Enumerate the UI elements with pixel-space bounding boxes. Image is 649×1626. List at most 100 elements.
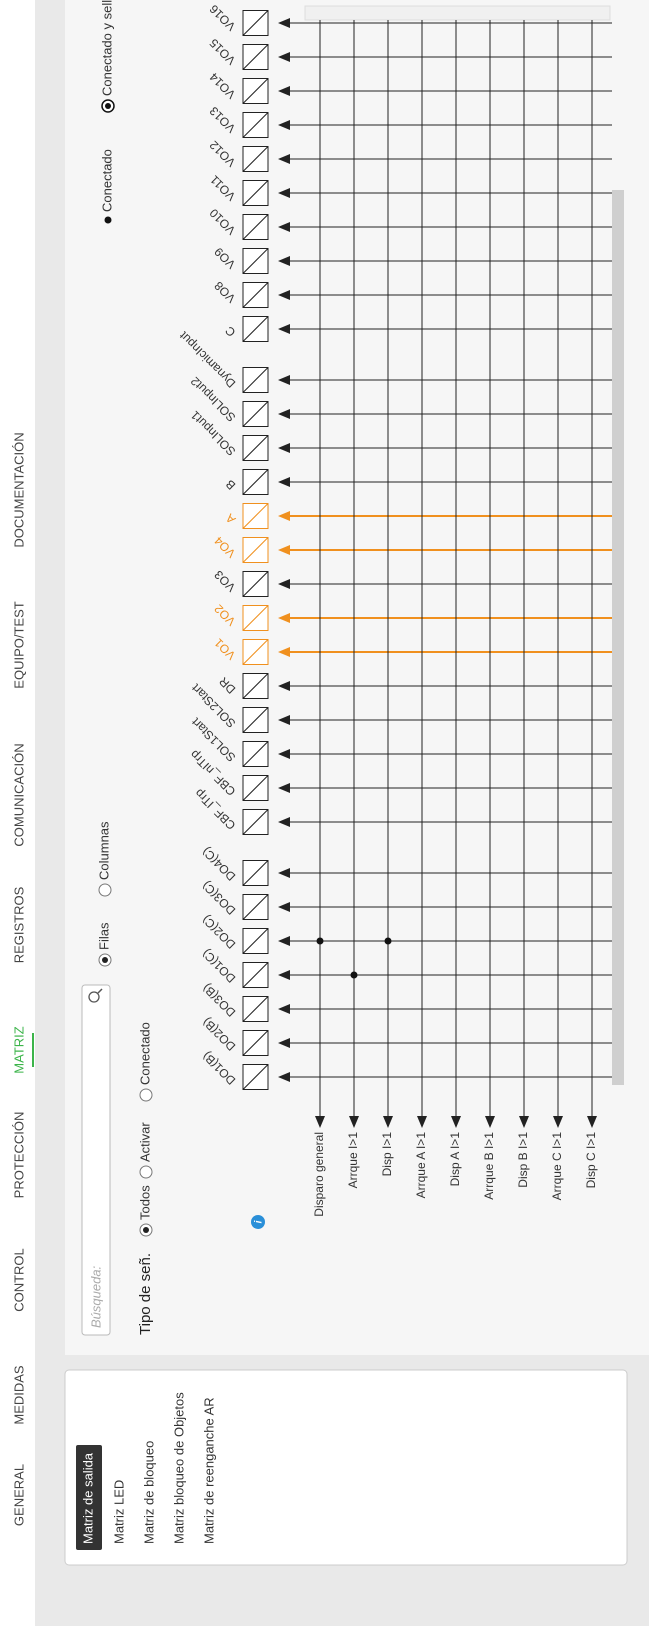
row-arrow [451, 1116, 461, 1128]
column-arrow [278, 477, 290, 487]
column-arrow [278, 188, 290, 198]
column-box-slash [242, 1064, 269, 1090]
search-icon[interactable] [88, 991, 100, 1003]
column-arrow [278, 120, 290, 130]
column-box-slash [242, 809, 269, 835]
sidebar-active [76, 1445, 102, 1550]
column-box-slash [242, 503, 269, 529]
row-label: Arrque A I>1 [414, 1132, 428, 1199]
info-icon[interactable] [251, 1215, 265, 1229]
column-box-slash [242, 537, 269, 563]
column-arrow [278, 970, 290, 980]
column-box-slash [242, 894, 269, 920]
radio[interactable] [139, 1165, 153, 1179]
column-box-slash [242, 316, 269, 342]
column-arrow [278, 902, 290, 912]
search-icon [97, 988, 103, 994]
nav-item[interactable]: MEDIDAS [11, 1365, 26, 1425]
scrollbar[interactable] [612, 190, 624, 1085]
column-box-slash [242, 282, 269, 308]
column-box-slash [242, 962, 269, 988]
nav-item[interactable]: PROTECCIÓN [11, 1112, 26, 1199]
row-label: Disp B I>1 [516, 1132, 530, 1188]
radio-label[interactable]: Conectado [137, 1022, 152, 1085]
row-arrow [417, 1116, 427, 1128]
search-box[interactable] [81, 984, 111, 1336]
column-box-slash [242, 860, 269, 886]
sidebar-item[interactable]: Matriz LED [111, 1480, 126, 1544]
column-arrow [278, 647, 290, 657]
column-arrow [278, 613, 290, 623]
radio-label[interactable]: Activar [137, 1122, 152, 1162]
nav-item[interactable]: EQUIPO/TEST [11, 601, 26, 688]
row-arrow [587, 1116, 597, 1128]
nav-item[interactable]: COMUNICACIÓN [11, 743, 26, 846]
nav-item[interactable]: REGISTROS [11, 886, 26, 963]
sidebar-item[interactable]: Matriz de salida [80, 1452, 95, 1544]
column-arrow [278, 154, 290, 164]
column-arrow [278, 579, 290, 589]
column-box-slash [242, 10, 269, 36]
row-arrow [553, 1116, 563, 1128]
column-box-slash [242, 707, 269, 733]
sidebar-item[interactable]: Matriz bloqueo de Objetos [171, 1392, 186, 1544]
radio-dot [143, 1227, 149, 1233]
row-label: Arrque C I>1 [550, 1132, 564, 1201]
column-arrow [278, 222, 290, 232]
column-arrow [278, 681, 290, 691]
nav-item[interactable]: MATRIZ [11, 1026, 26, 1073]
legend-sealed [105, 103, 111, 109]
sidebar-item[interactable]: Matriz de bloqueo [141, 1441, 156, 1544]
column-arrow [278, 324, 290, 334]
radio-label[interactable]: Todos [137, 1185, 152, 1220]
column-box-slash [242, 401, 269, 427]
legend-item: Conectado y sellado [99, 0, 114, 96]
info-icon: i [254, 1220, 265, 1223]
radio[interactable] [139, 1088, 153, 1102]
column-box-slash [242, 44, 269, 70]
column-box-slash [242, 214, 269, 240]
connection-dot[interactable] [384, 937, 392, 945]
radio-label[interactable]: Columnas [96, 821, 111, 880]
nav-item[interactable]: DOCUMENTACIÓN [11, 432, 26, 547]
row-label: Disparo general [312, 1132, 326, 1217]
signal-type-label: Tipo de señ. [137, 1253, 154, 1335]
radio-label[interactable]: Filas [96, 922, 111, 950]
column-box-slash [242, 996, 269, 1022]
row-arrow [315, 1116, 325, 1128]
sidebar-item[interactable]: Matriz de reenganche AR [201, 1397, 216, 1544]
column-arrow [278, 783, 290, 793]
column-box-slash [242, 469, 269, 495]
connection-dot[interactable] [316, 937, 324, 945]
column-arrow [278, 256, 290, 266]
column-box-slash [242, 775, 269, 801]
column-box-slash [242, 928, 269, 954]
column-box-slash [242, 78, 269, 104]
column-box-slash [242, 146, 269, 172]
column-box-slash [242, 435, 269, 461]
column-box-slash [242, 367, 269, 393]
nav-item[interactable]: GENERAL [11, 1464, 26, 1526]
column-arrow [278, 545, 290, 555]
column-box-slash [242, 605, 269, 631]
column-box-slash [242, 112, 269, 138]
column-box-slash [242, 639, 269, 665]
column-box-slash [242, 741, 269, 767]
column-arrow [278, 817, 290, 827]
column-box-slash [242, 673, 269, 699]
connection-dot[interactable] [350, 971, 358, 979]
radio-dot [102, 957, 108, 963]
column-arrow [278, 749, 290, 759]
radio[interactable] [98, 883, 112, 897]
scrollbar[interactable] [304, 5, 611, 21]
row-arrow [383, 1116, 393, 1128]
nav-bar [0, 0, 35, 1626]
row-label: Disp A I>1 [448, 1132, 462, 1187]
column-arrow [278, 18, 290, 28]
legend-item: Conectado [99, 149, 114, 212]
nav-underline [32, 1033, 34, 1067]
nav-item[interactable]: CONTROL [11, 1248, 26, 1312]
column-box-slash [242, 248, 269, 274]
